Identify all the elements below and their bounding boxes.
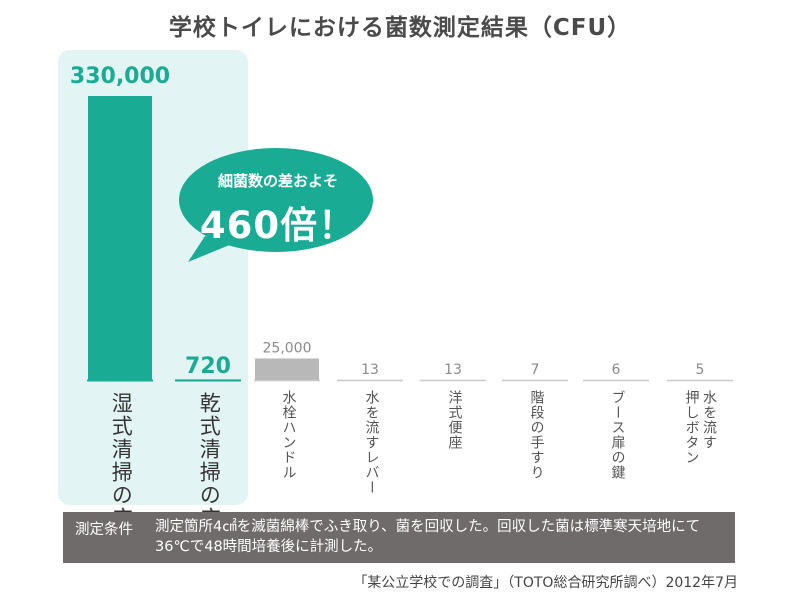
category-label-4: 水を流すレバー: [363, 390, 380, 495]
callout-text: 細菌数の差およそ 460倍！: [183, 170, 373, 249]
category-label-8: 水を流す 押しボタン: [683, 390, 718, 465]
value-label-7: 6: [612, 362, 621, 378]
category-label-3: 水栓ハンドル: [280, 390, 297, 480]
value-label-1: 330,000: [70, 64, 170, 89]
callout-line2: 460倍！: [199, 204, 357, 247]
category-label-1: 湿式清掃の床: [109, 392, 134, 530]
category-label-7: ブース扉の鍵: [609, 390, 626, 480]
value-label-4: 13: [361, 362, 379, 378]
category-label-5: 洋式便座: [446, 390, 463, 450]
value-label-2: 720: [185, 354, 231, 379]
conditions-heading: 測定条件: [75, 522, 133, 538]
callout-bubble: [179, 148, 373, 262]
value-label-8: 5: [696, 362, 705, 378]
value-label-6: 7: [531, 362, 540, 378]
chart-title: 学校トイレにおける菌数測定結果（CFU）: [168, 15, 632, 41]
value-label-5: 13: [444, 362, 462, 378]
callout-line1: 細菌数の差およそ: [217, 172, 338, 190]
value-label-3: 25,000: [263, 340, 312, 356]
category-label-2: 乾式清掃の床: [197, 392, 222, 530]
category-label-6: 階段の手すり: [528, 390, 545, 480]
bar-1: [88, 96, 152, 380]
conditions-text: 測定箇所4㎠を滅菌綿棒でふき取り、菌を回収した。回収した菌は標準寒天培地にて36…: [155, 519, 701, 555]
bar-3: [255, 358, 319, 380]
source-note: 「某公立学校での調査」（TOTO総合研究所調べ）2012年7月: [353, 575, 738, 591]
conditions-box: 測定条件 測定箇所4㎠を滅菌綿棒でふき取り、菌を回収した。回収した菌は標準寒天培…: [63, 512, 735, 563]
